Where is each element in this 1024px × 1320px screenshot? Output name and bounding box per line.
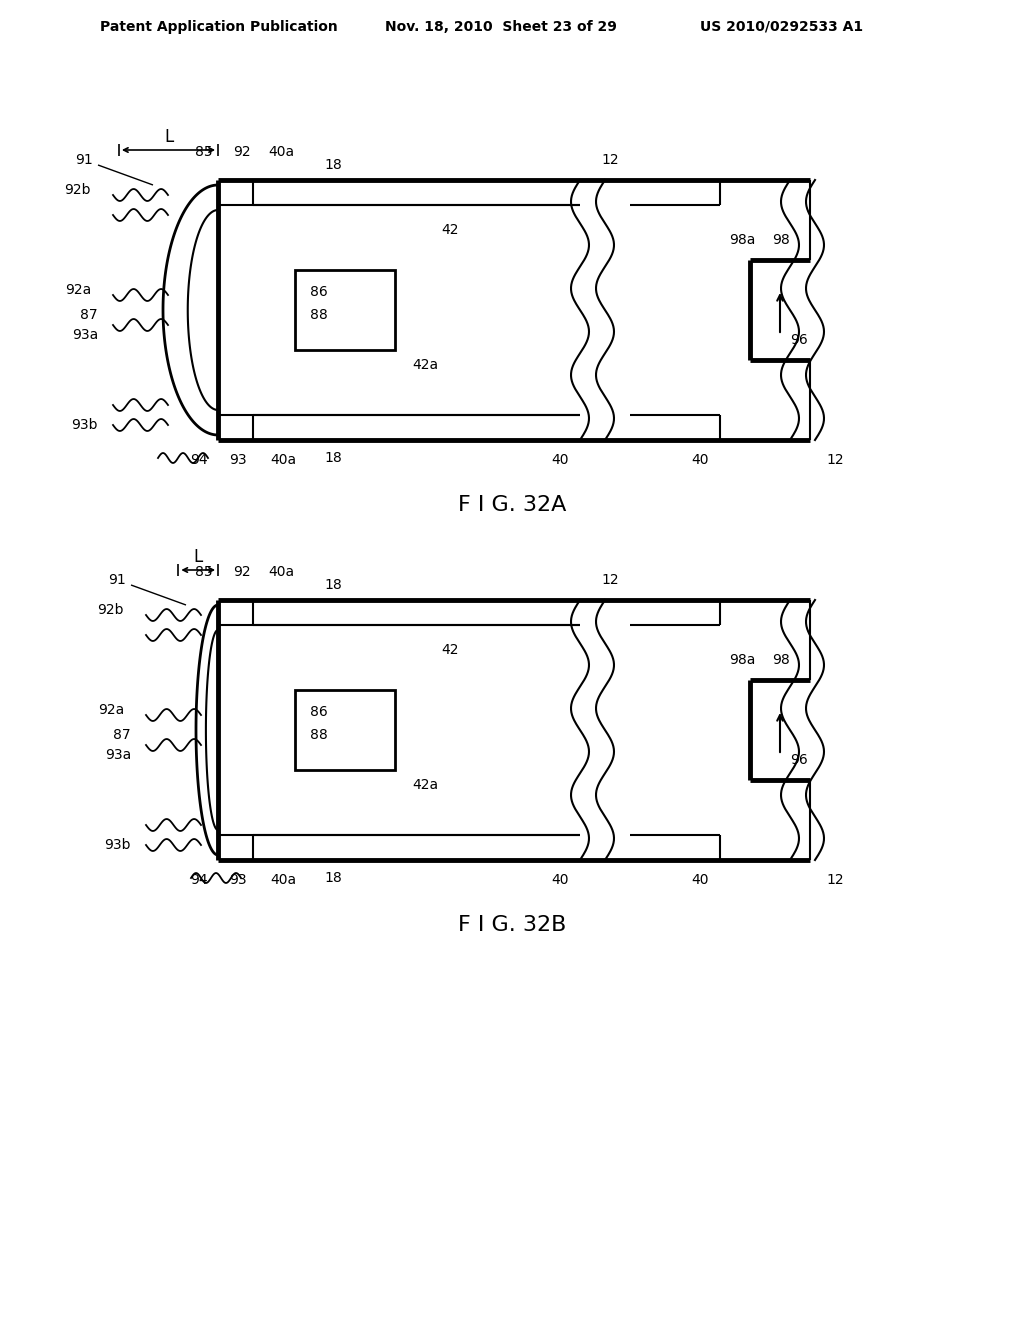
Text: 42: 42: [441, 223, 459, 238]
Text: 87: 87: [114, 729, 131, 742]
Text: 93b: 93b: [72, 418, 98, 432]
Text: 40: 40: [691, 453, 709, 467]
Text: 94: 94: [190, 453, 208, 467]
Bar: [295, 271, 395, 350]
Text: 18: 18: [325, 451, 342, 465]
Text: 93a: 93a: [104, 748, 131, 762]
Text: 93b: 93b: [104, 838, 131, 851]
Text: 98a: 98a: [729, 234, 755, 247]
Text: 91: 91: [75, 153, 93, 168]
Text: 12: 12: [601, 153, 618, 168]
Text: 91: 91: [109, 573, 126, 587]
Text: 92: 92: [233, 565, 251, 579]
Text: US 2010/0292533 A1: US 2010/0292533 A1: [700, 20, 863, 34]
Text: 40a: 40a: [270, 453, 296, 467]
Text: 12: 12: [826, 873, 844, 887]
Text: 40a: 40a: [270, 873, 296, 887]
Text: 94: 94: [190, 873, 208, 887]
Text: 12: 12: [826, 453, 844, 467]
Text: F I G. 32A: F I G. 32A: [458, 495, 566, 515]
Text: 88: 88: [310, 729, 328, 742]
Text: 92b: 92b: [65, 183, 91, 197]
Text: L: L: [164, 128, 173, 147]
Text: 96: 96: [790, 752, 808, 767]
Text: 42a: 42a: [412, 358, 438, 372]
Text: 86: 86: [310, 705, 328, 719]
Text: 85: 85: [196, 565, 213, 579]
Text: 40a: 40a: [268, 145, 294, 158]
Text: 40: 40: [691, 873, 709, 887]
Text: 86: 86: [310, 285, 328, 300]
Text: 92: 92: [233, 145, 251, 158]
Text: 12: 12: [601, 573, 618, 587]
Text: 98: 98: [772, 653, 790, 667]
Text: F I G. 32B: F I G. 32B: [458, 915, 566, 935]
Text: 40a: 40a: [268, 565, 294, 579]
Text: 96: 96: [790, 333, 808, 347]
Text: 85: 85: [196, 145, 213, 158]
Text: 88: 88: [310, 308, 328, 322]
Text: 18: 18: [325, 578, 342, 591]
Text: 93: 93: [229, 453, 247, 467]
Text: Patent Application Publication: Patent Application Publication: [100, 20, 338, 34]
Text: Nov. 18, 2010  Sheet 23 of 29: Nov. 18, 2010 Sheet 23 of 29: [385, 20, 616, 34]
Text: 92b: 92b: [97, 603, 124, 616]
Text: 40: 40: [551, 873, 568, 887]
Text: L: L: [194, 548, 203, 566]
Text: 42a: 42a: [412, 777, 438, 792]
Text: 92a: 92a: [65, 282, 91, 297]
Bar: [295, 690, 395, 770]
Text: 18: 18: [325, 158, 342, 172]
Text: 93a: 93a: [72, 327, 98, 342]
Text: 92a: 92a: [97, 704, 124, 717]
Text: 98: 98: [772, 234, 790, 247]
Text: 42: 42: [441, 643, 459, 657]
Text: 40: 40: [551, 453, 568, 467]
Text: 87: 87: [80, 308, 98, 322]
Text: 18: 18: [325, 871, 342, 884]
Text: 93: 93: [229, 873, 247, 887]
Text: 98a: 98a: [729, 653, 755, 667]
